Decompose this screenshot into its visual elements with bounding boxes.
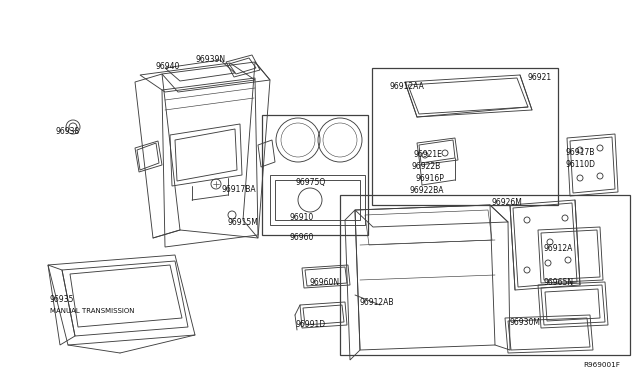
Text: 96938: 96938 xyxy=(55,127,79,136)
Text: 96965N: 96965N xyxy=(543,278,573,287)
Text: R969001F: R969001F xyxy=(583,362,620,368)
Text: 96926M: 96926M xyxy=(492,198,523,207)
Text: 96940: 96940 xyxy=(155,62,179,71)
Text: 96922B: 96922B xyxy=(411,162,440,171)
Text: 96939N: 96939N xyxy=(195,55,225,64)
Text: 96912AA: 96912AA xyxy=(390,82,425,91)
Text: 96916P: 96916P xyxy=(416,174,445,183)
Text: 96917B: 96917B xyxy=(566,148,595,157)
Text: 96912AB: 96912AB xyxy=(360,298,394,307)
Text: 96935: 96935 xyxy=(50,295,74,304)
Text: 96912A: 96912A xyxy=(543,244,572,253)
Text: MANUAL TRANSMISSION: MANUAL TRANSMISSION xyxy=(50,308,134,314)
Text: 96960N: 96960N xyxy=(310,278,340,287)
Text: 96921: 96921 xyxy=(527,73,551,82)
Text: 96991D: 96991D xyxy=(295,320,325,329)
Text: 96975Q: 96975Q xyxy=(296,178,326,187)
Text: 96910: 96910 xyxy=(290,213,314,222)
Text: 96960: 96960 xyxy=(290,233,314,242)
Text: 96921E: 96921E xyxy=(413,150,442,159)
Text: 96917BA: 96917BA xyxy=(222,185,257,194)
Text: 96110D: 96110D xyxy=(566,160,596,169)
Text: 96922BA: 96922BA xyxy=(410,186,445,195)
Text: 96930M: 96930M xyxy=(510,318,541,327)
Text: 96915M: 96915M xyxy=(228,218,259,227)
